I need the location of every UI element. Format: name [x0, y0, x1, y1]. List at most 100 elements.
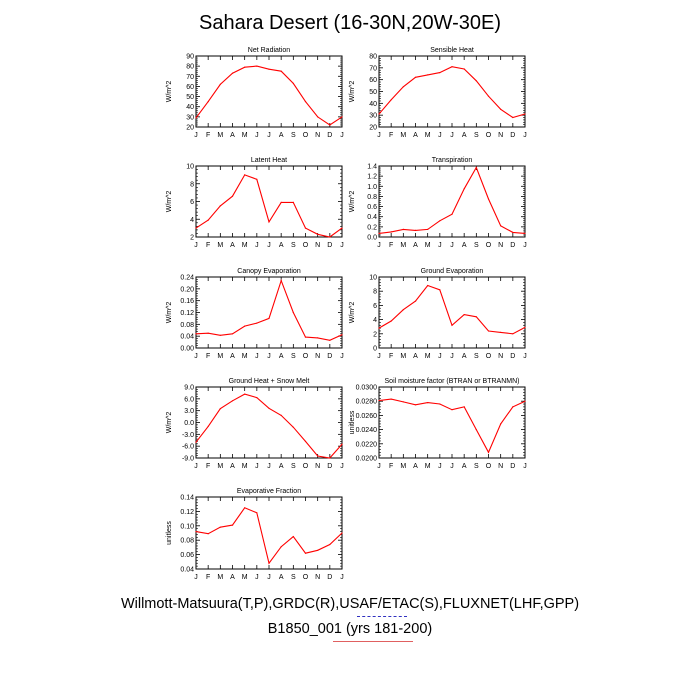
y-axis-label: W/m^2: [166, 412, 173, 434]
data-point: [512, 406, 514, 408]
data-point: [231, 400, 234, 402]
chart-title: Net Radiation: [248, 47, 291, 54]
x-tick-label: J: [340, 242, 344, 249]
data-point: [317, 116, 319, 118]
x-tick-label: J: [255, 574, 259, 581]
data-point: [341, 443, 343, 445]
data-point: [219, 205, 221, 207]
x-tick-label: J: [377, 353, 381, 360]
x-tick-label: J: [267, 132, 271, 139]
chart-title: Transpiration: [432, 157, 473, 164]
x-tick-label: J: [340, 574, 344, 581]
x-tick-label: N: [498, 242, 503, 249]
y-tick-label: 4: [373, 317, 377, 324]
y-tick-label: 50: [186, 94, 194, 101]
y-tick-label: 0.10: [180, 523, 194, 530]
data-point: [207, 425, 209, 427]
y-tick-label: 0.8: [367, 194, 377, 201]
y-tick-label: 90: [186, 54, 194, 61]
x-tick-label: N: [498, 353, 503, 360]
data-point: [268, 562, 270, 564]
x-tick-label: J: [438, 353, 442, 360]
plot-frame: [378, 386, 526, 459]
x-tick-label: A: [279, 242, 284, 249]
x-tick-label: J: [377, 132, 381, 139]
data-point: [195, 333, 197, 335]
x-tick-label: F: [389, 132, 393, 139]
x-tick-label: O: [486, 463, 492, 470]
data-point: [244, 174, 246, 176]
plot-frame: [195, 165, 343, 238]
data-point: [304, 101, 307, 103]
data-point: [427, 74, 429, 76]
y-tick-label: 20: [186, 125, 194, 132]
data-point: [317, 455, 319, 457]
data-point: [390, 320, 392, 322]
x-tick-label: M: [242, 132, 248, 139]
observations-source-line: Willmott-Matsuura(T,P),GRDC(R),USAF/ETAC…: [120, 596, 580, 612]
y-tick-label: 0.24: [180, 275, 194, 282]
data-point: [427, 402, 429, 404]
x-tick-label: D: [327, 463, 332, 470]
observations-legend-line: [357, 616, 407, 617]
y-tick-label: 0.0280: [356, 399, 378, 406]
y-tick-label: 10: [369, 275, 377, 282]
data-point: [231, 333, 234, 335]
y-tick-label: 2: [373, 331, 377, 338]
plot-frame: [378, 165, 526, 238]
data-point: [451, 66, 453, 68]
x-tick-label: M: [242, 353, 248, 360]
data-point: [451, 324, 453, 326]
y-tick-label: 2: [190, 235, 194, 242]
data-point: [329, 124, 331, 126]
x-tick-label: N: [498, 463, 503, 470]
x-tick-label: S: [474, 132, 479, 139]
x-tick-label: J: [438, 132, 442, 139]
data-point: [207, 332, 209, 334]
x-tick-label: O: [303, 574, 309, 581]
x-tick-label: J: [255, 353, 259, 360]
x-tick-label: J: [267, 353, 271, 360]
data-point: [414, 229, 417, 231]
x-tick-label: M: [400, 463, 406, 470]
chart-title: Evaporative Fraction: [237, 488, 301, 495]
data-point: [475, 429, 477, 431]
data-point: [304, 440, 307, 442]
x-tick-label: J: [267, 574, 271, 581]
y-tick-label: 0.06: [180, 552, 194, 559]
y-tick-label: 0.0240: [356, 427, 378, 434]
x-tick-label: J: [340, 353, 344, 360]
x-tick-label: F: [389, 242, 393, 249]
x-tick-label: F: [206, 132, 210, 139]
data-point: [500, 108, 502, 110]
data-point: [390, 99, 392, 101]
plot-frame: [195, 276, 343, 349]
x-tick-label: F: [206, 574, 210, 581]
x-tick-label: S: [291, 242, 296, 249]
data-point: [256, 512, 258, 514]
x-tick-label: J: [450, 132, 454, 139]
data-point: [463, 68, 465, 70]
x-tick-label: D: [510, 353, 515, 360]
y-tick-label: 80: [369, 54, 377, 61]
x-tick-label: D: [327, 353, 332, 360]
x-tick-label: J: [450, 463, 454, 470]
y-axis-label: W/m^2: [349, 302, 356, 324]
y-tick-label: 0.12: [180, 310, 194, 317]
data-point: [512, 231, 514, 233]
x-tick-label: D: [510, 463, 515, 470]
data-point: [427, 284, 429, 287]
chart-panel-8: Soil moisture factor (BTRAN or BTRANMN) u…: [349, 378, 527, 470]
data-point: [500, 225, 502, 227]
x-tick-label: D: [327, 574, 332, 581]
data-point: [512, 116, 514, 119]
x-tick-label: N: [315, 353, 320, 360]
chart-title: Ground Heat + Snow Melt: [229, 378, 310, 385]
x-tick-label: A: [462, 463, 467, 470]
x-tick-label: M: [400, 132, 406, 139]
x-tick-label: J: [194, 242, 198, 249]
data-point: [390, 398, 392, 400]
y-tick-label: 30: [369, 113, 377, 120]
x-tick-label: S: [291, 132, 296, 139]
